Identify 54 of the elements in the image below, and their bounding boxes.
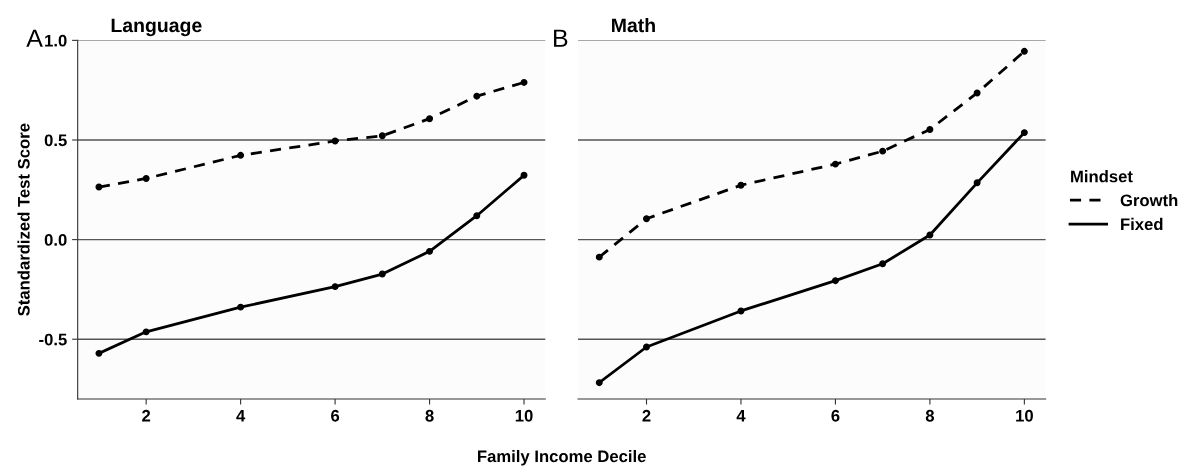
point: [831, 277, 839, 285]
text: B: [554, 29, 568, 47]
y-tick-label: 0.5: [44, 134, 67, 147]
y-tick-label: 1.0: [45, 34, 67, 47]
point: [595, 253, 603, 261]
point: [879, 147, 887, 155]
chart-title: Language: [111, 18, 202, 37]
x-tick-label: 4: [236, 410, 246, 422]
chart-title: Math: [612, 17, 655, 33]
x-tick-label: 4: [736, 410, 746, 422]
x-tick-label: 8: [425, 409, 434, 422]
x-tick-label: 6: [331, 409, 340, 422]
x-tick-label: 6: [831, 409, 840, 422]
x-tick-label: 2: [642, 409, 651, 422]
point: [973, 179, 981, 187]
x-tick-label: 10: [515, 409, 533, 422]
point: [473, 212, 481, 220]
point: [1020, 47, 1028, 55]
legend-title: Mindset: [1071, 170, 1133, 183]
point: [595, 379, 603, 387]
point: [378, 270, 386, 278]
y-tick-label: -0.5: [39, 333, 67, 346]
legend-label: Growth: [1120, 193, 1178, 207]
point: [1020, 129, 1028, 137]
point: [643, 215, 650, 223]
y-tick-label: 0.0: [44, 234, 67, 246]
point: [95, 349, 103, 357]
point: [142, 328, 150, 336]
point: [142, 174, 150, 182]
point: [831, 160, 839, 168]
text: A: [26, 29, 43, 47]
point: [237, 151, 245, 159]
x-tick-label: 8: [925, 409, 935, 422]
point: [378, 132, 386, 140]
x-tick-label: 2: [142, 409, 151, 422]
x-axis-title: Family Income Decile: [478, 449, 646, 466]
x-tick-label: 10: [1016, 409, 1033, 422]
point: [737, 307, 745, 315]
point: [926, 125, 934, 133]
point: [643, 343, 650, 351]
point: [237, 303, 245, 311]
point: [426, 115, 434, 123]
point: [973, 89, 981, 97]
point: [926, 231, 934, 239]
point: [737, 181, 745, 189]
point: [331, 283, 339, 291]
y-axis-title: Standardized Test Score: [17, 123, 30, 316]
point: [520, 171, 528, 179]
point: [426, 247, 434, 255]
point: [520, 78, 528, 86]
point: [473, 92, 481, 100]
point: [879, 260, 887, 268]
point: [331, 137, 339, 145]
legend-label: Fixed: [1121, 217, 1163, 231]
